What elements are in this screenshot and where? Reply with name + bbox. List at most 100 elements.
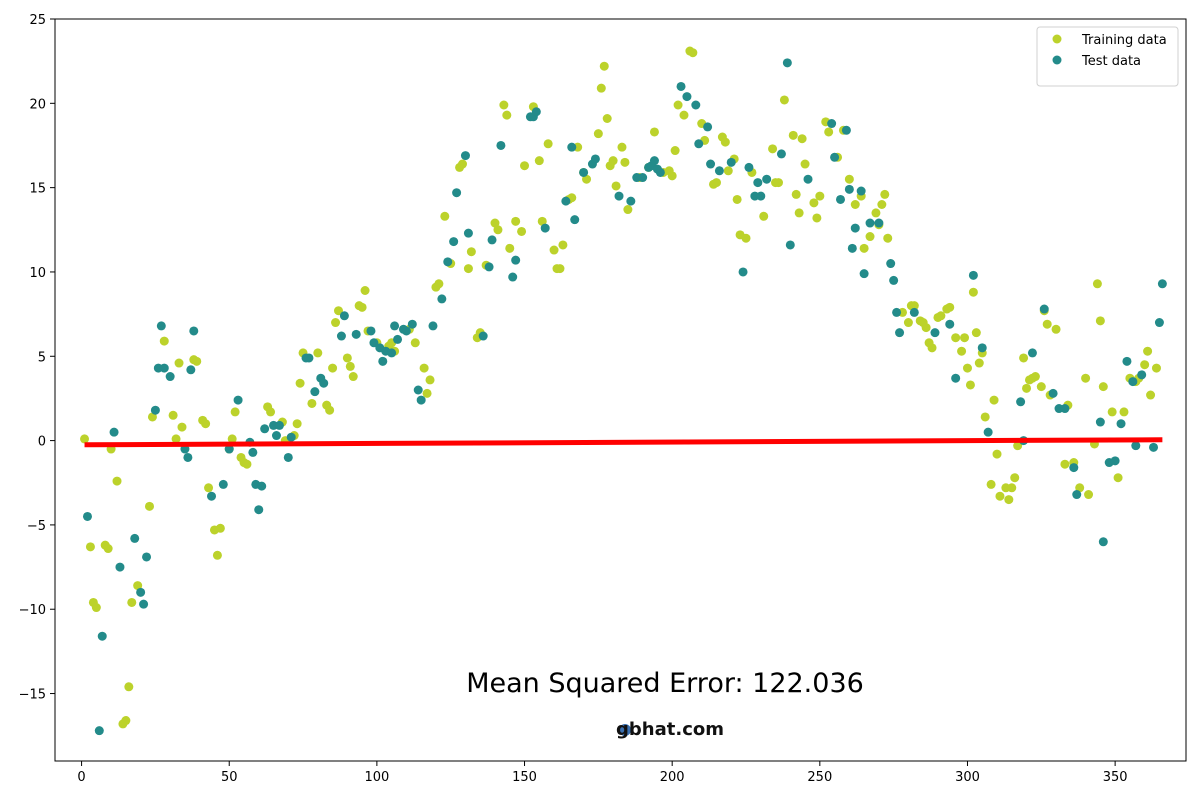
data-point — [260, 424, 270, 434]
data-point — [192, 356, 202, 366]
data-point — [242, 459, 252, 469]
data-point — [723, 166, 733, 176]
data-point — [422, 388, 432, 398]
legend: Training data Test data — [1036, 26, 1179, 87]
data-point — [165, 372, 175, 382]
data-point — [655, 167, 665, 177]
x-tick-label: 350 — [1103, 770, 1128, 785]
watermark-text: gbhat.com — [616, 719, 724, 740]
data-point — [1019, 353, 1029, 363]
data-point — [440, 211, 450, 221]
data-point — [1072, 490, 1082, 500]
data-point — [543, 139, 553, 149]
data-point — [97, 631, 107, 641]
data-point — [776, 149, 786, 159]
data-point — [540, 223, 550, 233]
data-point — [785, 240, 795, 250]
data-point — [1143, 346, 1153, 356]
data-point — [1013, 441, 1023, 451]
data-point — [159, 336, 169, 346]
data-point — [466, 247, 476, 257]
legend-label: Training data — [1081, 33, 1167, 48]
data-point — [127, 597, 137, 607]
data-point — [319, 378, 329, 388]
data-point — [590, 154, 600, 164]
data-point — [720, 137, 730, 147]
data-point — [570, 215, 580, 225]
watermark-logo-icon — [619, 724, 631, 736]
y-tick-label: 5 — [38, 350, 46, 365]
data-point — [1004, 495, 1014, 505]
data-point — [224, 444, 234, 454]
data-point — [207, 491, 217, 501]
data-point — [325, 405, 335, 415]
data-point — [511, 255, 521, 265]
data-point — [351, 329, 361, 339]
data-point — [968, 270, 978, 280]
data-point — [186, 365, 196, 375]
data-point — [812, 213, 822, 223]
data-point — [596, 83, 606, 93]
data-point — [331, 318, 341, 328]
data-point — [94, 726, 104, 736]
data-point — [487, 235, 497, 245]
data-point — [511, 216, 521, 226]
data-point — [366, 326, 376, 336]
data-point — [313, 348, 323, 358]
data-point — [1131, 441, 1141, 451]
data-point — [945, 302, 955, 312]
data-point — [608, 156, 618, 166]
y-tick-label: 25 — [29, 13, 46, 28]
data-point — [147, 412, 157, 422]
series-fit-line — [84, 437, 1163, 448]
data-point — [121, 716, 131, 726]
data-point — [183, 452, 193, 462]
data-point — [499, 100, 509, 110]
data-point — [410, 338, 420, 348]
data-point — [174, 358, 184, 368]
data-point — [903, 318, 913, 328]
data-point — [865, 218, 875, 228]
data-point — [930, 328, 940, 338]
data-point — [756, 191, 766, 201]
data-point — [567, 142, 577, 152]
data-point — [1027, 348, 1037, 358]
data-point — [673, 100, 683, 110]
data-point — [1157, 279, 1167, 289]
data-point — [144, 501, 154, 511]
data-point — [803, 174, 813, 184]
legend-label: Test data — [1081, 54, 1141, 69]
data-point — [714, 166, 724, 176]
data-point — [304, 353, 314, 363]
data-point — [156, 321, 166, 331]
data-point — [150, 405, 160, 415]
data-point — [682, 92, 692, 102]
data-point — [983, 427, 993, 437]
y-tick-label: 10 — [29, 266, 46, 281]
data-point — [274, 420, 284, 430]
data-point — [679, 110, 689, 120]
data-point — [706, 159, 716, 169]
data-point — [254, 505, 264, 515]
data-point — [753, 178, 763, 188]
data-point — [437, 294, 447, 304]
data-point — [115, 562, 125, 572]
data-point — [189, 326, 199, 336]
data-point — [892, 307, 902, 317]
data-point — [103, 544, 113, 554]
data-point — [582, 174, 592, 184]
data-point — [434, 279, 444, 289]
data-point — [617, 142, 627, 152]
data-point — [171, 434, 181, 444]
data-point — [378, 356, 388, 366]
data-point — [614, 191, 624, 201]
data-point — [957, 346, 967, 356]
series-test-data — [82, 58, 1167, 736]
data-point — [670, 146, 680, 156]
data-point — [1084, 490, 1094, 500]
data-point — [348, 372, 358, 382]
data-point — [248, 447, 258, 457]
data-point — [1042, 319, 1052, 329]
y-tick-label: 20 — [29, 97, 46, 112]
data-point — [989, 395, 999, 405]
